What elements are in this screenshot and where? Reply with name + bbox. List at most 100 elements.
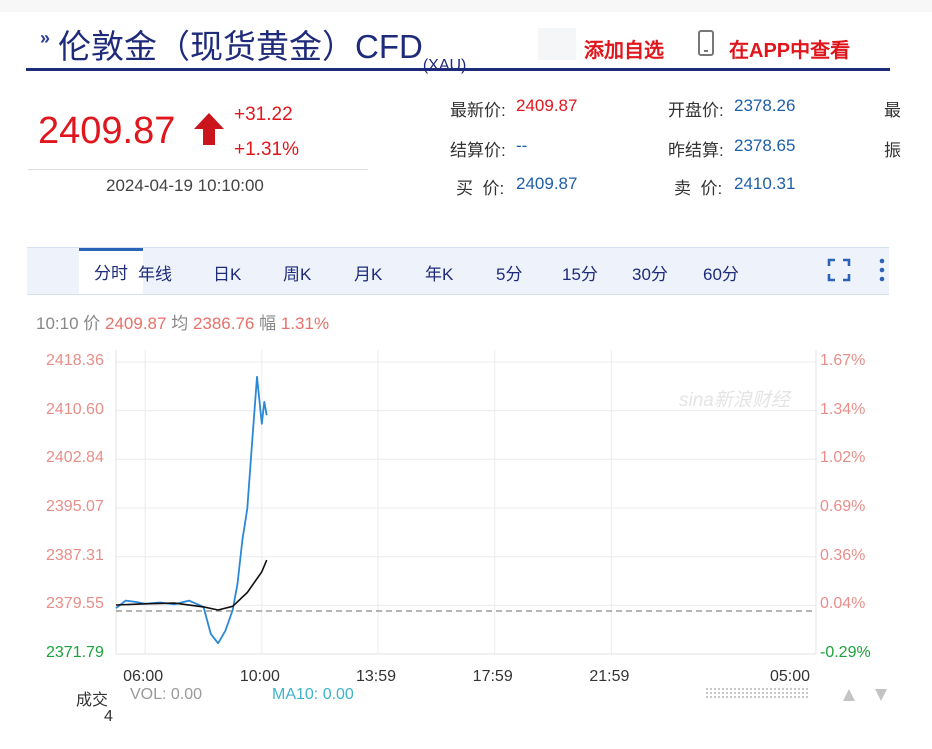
x-tick: 21:59 <box>589 668 630 685</box>
scroll-dot <box>758 688 760 690</box>
scroll-dot <box>750 696 752 698</box>
volume-label-cont: 4 <box>104 708 113 725</box>
y-left-tick: 2379.55 <box>46 595 104 613</box>
scroll-dot <box>786 692 788 694</box>
prev-settle-value: 2378.65 <box>734 136 796 155</box>
open-price-value: 2378.26 <box>734 96 796 115</box>
up-arrow-icon <box>194 113 224 145</box>
scroll-dot <box>774 688 776 690</box>
scroll-dot <box>766 696 768 698</box>
scroll-dots[interactable] <box>706 688 812 700</box>
tab-60min[interactable]: 60分 <box>703 265 739 284</box>
buy-price-value: 2409.87 <box>516 174 578 193</box>
scroll-dot <box>750 692 752 694</box>
tab-15min[interactable]: 15分 <box>562 265 598 284</box>
buy-price-label: 买 价: <box>456 179 505 198</box>
scroll-dot <box>778 696 780 698</box>
scroll-dot <box>798 692 800 694</box>
scroll-dot <box>762 692 764 694</box>
tab-5min[interactable]: 5分 <box>496 265 523 284</box>
scroll-dot <box>770 692 772 694</box>
scroll-dot <box>782 692 784 694</box>
scroll-dot <box>802 692 804 694</box>
info-avg: 2386.76 <box>192 314 255 333</box>
tab-weekly-k[interactable]: 周K <box>283 265 312 284</box>
info-price-label: 价 <box>83 314 101 333</box>
y-left-tick: 2395.07 <box>46 498 104 516</box>
header-divider <box>26 68 890 71</box>
fullscreen-icon[interactable] <box>827 258 851 282</box>
tab-yearline[interactable]: 年线 <box>138 265 172 284</box>
scroll-dot <box>770 688 772 690</box>
scroll-dot <box>754 692 756 694</box>
scroll-dot <box>766 692 768 694</box>
clipped-label-2: 振 <box>884 141 901 160</box>
scroll-dot <box>722 692 724 694</box>
chart-period-tabs: 分时 年线 日K 周K 月K 年K 5分 15分 30分 60分 <box>27 247 889 295</box>
scroll-dot <box>802 688 804 690</box>
scroll-dot <box>726 692 728 694</box>
volume-value: VOL: 0.00 <box>130 686 203 703</box>
scroll-dot <box>726 696 728 698</box>
y-right-tick: 0.36% <box>820 546 866 564</box>
settle-price-value: -- <box>516 136 528 155</box>
y-right-tick: 0.69% <box>820 498 866 516</box>
y-left-tick: 2418.36 <box>46 352 104 369</box>
add-favorite-button[interactable]: 添加自选 <box>584 40 664 62</box>
scroll-dot <box>806 688 808 690</box>
top-strip <box>0 0 932 12</box>
scroll-dot <box>706 696 708 698</box>
view-in-app-button[interactable]: 在APP中查看 <box>729 40 851 62</box>
scroll-dot <box>774 696 776 698</box>
scroll-dot <box>738 692 740 694</box>
scroll-dot <box>738 688 740 690</box>
y-left-tick: 2410.60 <box>46 400 104 418</box>
scroll-dot <box>742 688 744 690</box>
title-text: 伦敦金（现货黄金）CFD <box>58 28 423 65</box>
scroll-dot <box>786 688 788 690</box>
price-change-percent: +1.31% <box>234 139 299 160</box>
scroll-dot <box>730 696 732 698</box>
tab-yearly-k[interactable]: 年K <box>425 265 454 284</box>
y-left-tick: 2402.84 <box>46 449 104 467</box>
scroll-dot <box>794 688 796 690</box>
more-vertical-icon[interactable] <box>872 256 892 286</box>
scroll-dot <box>726 688 728 690</box>
quote-datetime: 2024-04-19 10:10:00 <box>106 176 264 195</box>
scroll-dot <box>790 692 792 694</box>
scroll-dot <box>770 696 772 698</box>
scroll-dot <box>710 688 712 690</box>
scroll-dot <box>718 696 720 698</box>
info-price: 2409.87 <box>105 314 167 333</box>
scroll-dot <box>714 688 716 690</box>
scroll-dot <box>730 688 732 690</box>
scroll-dot <box>778 688 780 690</box>
info-range: 1.31% <box>280 314 330 333</box>
tab-intraday[interactable]: 分时 <box>79 248 143 294</box>
tab-daily-k[interactable]: 日K <box>213 265 242 284</box>
x-tick: 05:00 <box>770 668 811 685</box>
tab-monthly-k[interactable]: 月K <box>354 265 383 284</box>
scroll-dot <box>794 692 796 694</box>
tab-30min[interactable]: 30分 <box>632 265 668 284</box>
sell-price-label: 卖 价: <box>674 179 723 198</box>
scroll-dot <box>722 696 724 698</box>
scroll-dot <box>798 696 800 698</box>
scroll-dot <box>710 692 712 694</box>
scroll-dot <box>778 692 780 694</box>
scroll-up-icon[interactable] <box>842 688 856 702</box>
settle-price-label: 结算价: <box>450 141 506 160</box>
info-time: 10:10 <box>36 314 79 333</box>
y-right-tick: 0.04% <box>820 595 866 613</box>
phone-icon[interactable] <box>698 30 714 56</box>
scroll-dot <box>722 688 724 690</box>
latest-price-label: 最新价: <box>450 101 506 120</box>
scroll-dot <box>706 692 708 694</box>
scroll-down-icon[interactable] <box>874 688 888 702</box>
scroll-dot <box>718 692 720 694</box>
clipped-label-1: 最 <box>884 101 901 120</box>
scroll-dot <box>806 696 808 698</box>
scroll-dot <box>758 696 760 698</box>
scroll-dot <box>734 688 736 690</box>
